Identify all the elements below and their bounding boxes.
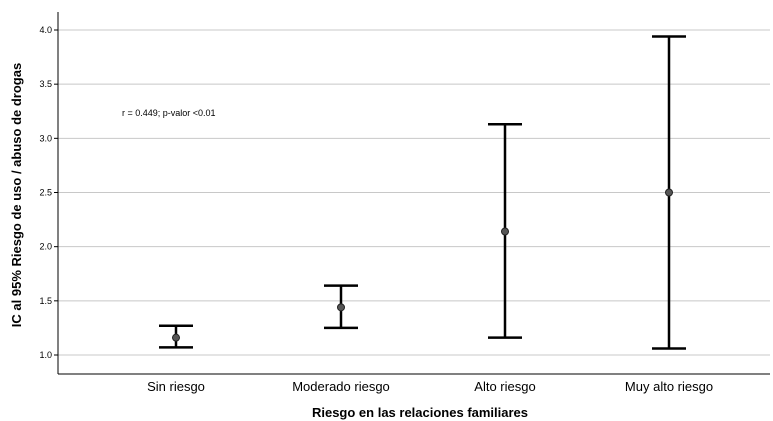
x-category-label: Muy alto riesgo — [625, 379, 713, 394]
x-category-label: Sin riesgo — [147, 379, 205, 394]
error-bar — [488, 123, 522, 339]
mean-point — [337, 303, 345, 312]
stats-annotation: r = 0.449; p-valor <0.01 — [122, 108, 216, 118]
y-tick-label: 4.0 — [39, 25, 52, 35]
y-axis-ticks: 1.0 1.5 2.0 2.5 3.0 3.5 4.0 — [39, 25, 58, 360]
y-tick-label: 1.5 — [39, 296, 52, 306]
gridlines — [58, 29, 770, 356]
y-tick-label: 2.0 — [39, 242, 52, 252]
mean-point — [501, 227, 509, 236]
y-axis-title: IC al 95% Riesgo de uso / abuso de droga… — [9, 63, 24, 327]
error-bar — [324, 284, 358, 330]
x-category-label: Moderado riesgo — [292, 379, 390, 394]
error-bar — [159, 324, 193, 349]
y-tick-label: 3.0 — [39, 133, 52, 143]
y-tick-label: 3.5 — [39, 79, 52, 89]
x-axis-categories: Sin riesgo Moderado riesgo Alto riesgo Muy … — [147, 379, 713, 394]
y-tick-label: 1.0 — [39, 350, 52, 360]
mean-point — [172, 333, 180, 342]
x-category-label: Alto riesgo — [474, 379, 535, 394]
error-bars — [159, 35, 686, 350]
mean-point — [665, 188, 673, 197]
y-tick-label: 2.5 — [39, 188, 52, 198]
x-axis-title: Riesgo en las relaciones familiares — [312, 405, 528, 420]
error-bar — [652, 35, 686, 350]
